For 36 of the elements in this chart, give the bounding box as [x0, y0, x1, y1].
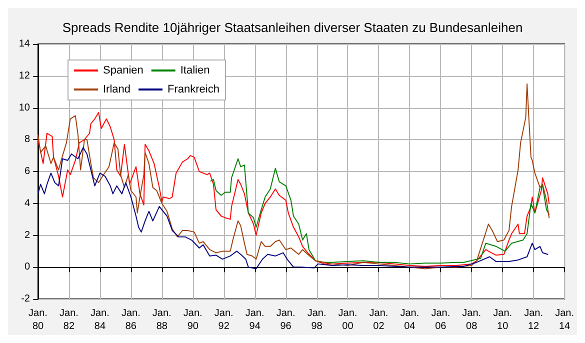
x-tick-label: Jan. 86	[121, 308, 140, 332]
y-tick-label: 2	[24, 230, 30, 241]
x-tick-label: Jan. 94	[245, 308, 264, 332]
y-tick-label: 0	[24, 262, 30, 273]
x-tick-label: Jan. 06	[431, 308, 450, 332]
line-series	[38, 83, 550, 270]
legend-label: Spanien	[103, 64, 144, 76]
line-series	[38, 112, 550, 267]
x-tick-label: Jan. 00	[338, 308, 358, 332]
chart-title: Spreads Rendite 10jähriger Staatsanleihen diverser Staaten zu Bundesanleihen	[62, 20, 523, 35]
y-tick-label: 14	[18, 38, 30, 50]
x-tick-label: Jan. 92	[214, 308, 234, 332]
legend-label: Italien	[180, 64, 210, 76]
x-tick-label: Jan. 96	[276, 308, 296, 332]
x-tick-label: Jan. 12	[524, 308, 544, 332]
x-tick-label: Jan. 82	[60, 308, 78, 332]
x-tick-label: Jan. 02	[369, 308, 388, 332]
x-tick-label: Jan. 80	[28, 308, 48, 332]
y-tick-label: 8	[24, 134, 30, 146]
y-tick-label: 6	[24, 166, 30, 177]
x-tick-label: Jan. 98	[307, 308, 326, 332]
y-tick-label: -2	[21, 294, 30, 304]
line-series	[210, 158, 550, 264]
x-tick-label: Jan. 08	[462, 308, 482, 332]
x-tick-label: Jan. 04	[400, 308, 420, 332]
x-tick-label: Jan. 88	[152, 308, 172, 332]
x-tick-label: Jan. 10	[493, 308, 512, 332]
y-tick-label: 12	[18, 70, 30, 82]
legend-label: Frankreich	[168, 84, 220, 96]
x-tick-label: Jan. 84	[90, 308, 110, 332]
legend-label: Irland	[103, 84, 131, 96]
x-tick-label: Jan. 90	[183, 308, 202, 332]
y-tick-label: 4	[24, 198, 30, 209]
y-tick-label: 10	[18, 102, 30, 114]
x-tick-label: Jan. 14	[555, 308, 574, 332]
line-series	[38, 147, 548, 270]
